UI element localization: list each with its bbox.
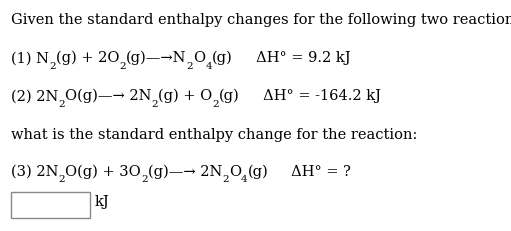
Text: 2: 2: [213, 100, 219, 109]
Text: O: O: [229, 164, 241, 179]
Text: ΔH° = 9.2 kJ: ΔH° = 9.2 kJ: [233, 51, 350, 65]
Text: (g): (g): [247, 164, 268, 179]
Text: O: O: [193, 51, 205, 65]
Text: 2: 2: [120, 62, 126, 71]
Text: O(g) + 3O: O(g) + 3O: [65, 164, 141, 179]
Text: 2: 2: [59, 175, 65, 184]
Text: 2: 2: [49, 62, 56, 71]
Text: (g)—→ 2N: (g)—→ 2N: [148, 164, 222, 179]
Text: ΔH° = ?: ΔH° = ?: [268, 164, 351, 179]
Text: Given the standard enthalpy changes for the following two reactions:: Given the standard enthalpy changes for …: [11, 13, 511, 27]
Text: (2) 2N: (2) 2N: [11, 89, 59, 103]
Text: (g) + O: (g) + O: [158, 89, 213, 103]
Text: ΔH° = -164.2 kJ: ΔH° = -164.2 kJ: [240, 89, 381, 103]
Text: (g)—→N: (g)—→N: [126, 51, 187, 65]
Text: 2: 2: [141, 175, 148, 184]
Text: kJ: kJ: [95, 195, 109, 209]
Text: what is the standard enthalpy change for the reaction:: what is the standard enthalpy change for…: [11, 128, 417, 142]
Text: (g) + 2O: (g) + 2O: [56, 51, 120, 65]
Text: 4: 4: [241, 175, 247, 184]
Text: 2: 2: [187, 62, 193, 71]
Text: (1) N: (1) N: [11, 51, 49, 65]
Text: O(g)—→ 2N: O(g)—→ 2N: [65, 89, 152, 103]
Text: (g): (g): [212, 51, 233, 65]
Text: (3) 2N: (3) 2N: [11, 164, 59, 179]
Text: 2: 2: [152, 100, 158, 109]
Text: 2: 2: [222, 175, 229, 184]
Text: 4: 4: [205, 62, 212, 71]
Text: (g): (g): [219, 89, 240, 103]
Text: 2: 2: [59, 100, 65, 109]
